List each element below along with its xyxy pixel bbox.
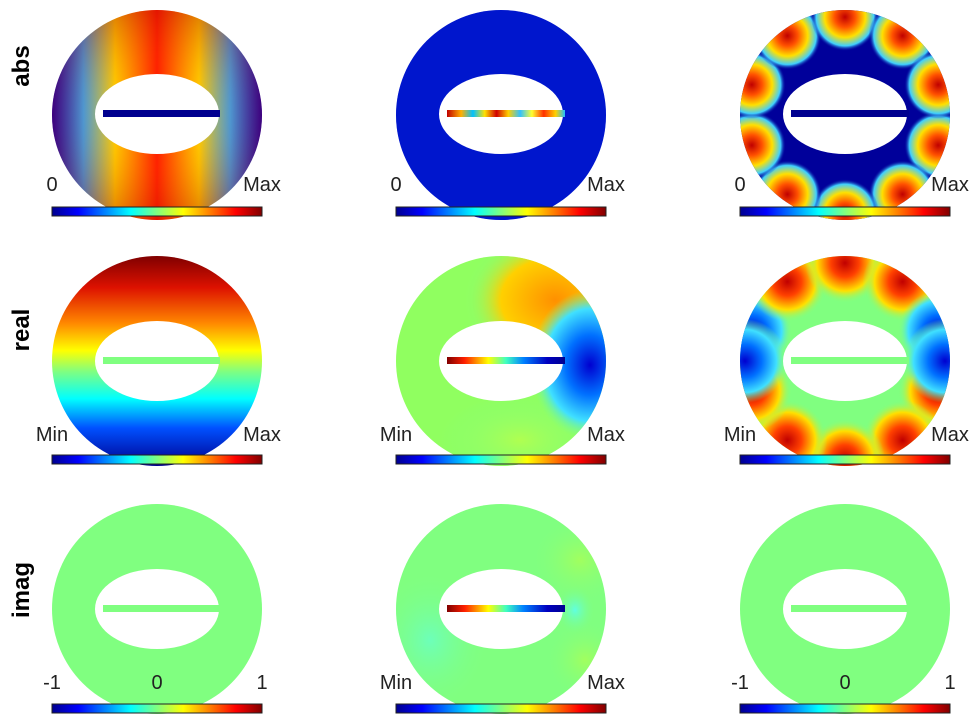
colorbar-real-col3: [739, 454, 951, 465]
colorbar-tick: Max: [587, 672, 625, 694]
colorbar-imag-col3: [739, 703, 951, 714]
colorbar-abs-col2: [395, 206, 607, 217]
row-label-real: real: [8, 308, 35, 352]
panel-abs-col1: [52, 10, 262, 220]
colorbar-tick: -1: [43, 672, 61, 694]
colorbar-tick: 1: [256, 672, 268, 694]
panel-abs-col2: [396, 10, 606, 220]
field-lobe: [740, 111, 786, 180]
colorbar-real-col1: [51, 454, 263, 465]
colorbar-tick: 0: [46, 174, 58, 196]
colorbar-tick: Min: [723, 424, 757, 446]
panel-real-col1: [52, 256, 262, 466]
colorbar-real-col2: [395, 454, 607, 465]
panel-imag-col1: [52, 504, 262, 714]
colorbar-tick: Min: [379, 672, 413, 694]
colorbar-tick: -1: [731, 672, 749, 694]
colorbar-tick: Max: [587, 174, 625, 196]
colorbar-tick: Max: [587, 424, 625, 446]
panel-real-col2: [396, 256, 606, 466]
field-lobe: [868, 160, 937, 220]
colorbar-tick: 0: [839, 672, 851, 694]
colorbar-tick: 0: [734, 174, 746, 196]
crack-line: [791, 605, 909, 612]
crack-line: [447, 605, 565, 612]
field-lobe: [753, 10, 822, 70]
field-lobe: [740, 319, 787, 403]
panel-abs-col3: [740, 10, 950, 220]
colorbar-tick: Max: [931, 174, 969, 196]
field-lobe: [811, 10, 879, 51]
crack-line: [103, 110, 220, 117]
colorbar-tick: 1: [944, 672, 956, 694]
crack-line: [103, 605, 220, 612]
row-label-imag: imag: [8, 562, 35, 619]
crack-line: [103, 357, 220, 364]
colorbar-tick: Max: [931, 424, 969, 446]
colorbar-imag-col1: [51, 703, 263, 714]
field-lobe: [904, 50, 950, 119]
panel-imag-col3: [740, 504, 950, 714]
field-lobe: [904, 111, 950, 180]
crack-line: [447, 110, 565, 117]
crack-line: [447, 357, 565, 364]
crack-line: [791, 110, 909, 117]
field-lobe: [903, 319, 950, 403]
colorbar-tick: 0: [151, 672, 163, 694]
colorbar-tick: 0: [390, 174, 402, 196]
colorbar-tick: Max: [243, 424, 281, 446]
colorbar-tick: Max: [243, 174, 281, 196]
colorbar-imag-col2: [395, 703, 607, 714]
field-lobe: [740, 50, 786, 119]
colorbar-tick: Min: [379, 424, 413, 446]
colorbar-tick: Min: [35, 424, 69, 446]
crack-line: [791, 357, 909, 364]
colorbar-abs-col1: [51, 206, 263, 217]
colorbar-abs-col3: [739, 206, 951, 217]
row-label-abs: abs: [8, 45, 35, 87]
